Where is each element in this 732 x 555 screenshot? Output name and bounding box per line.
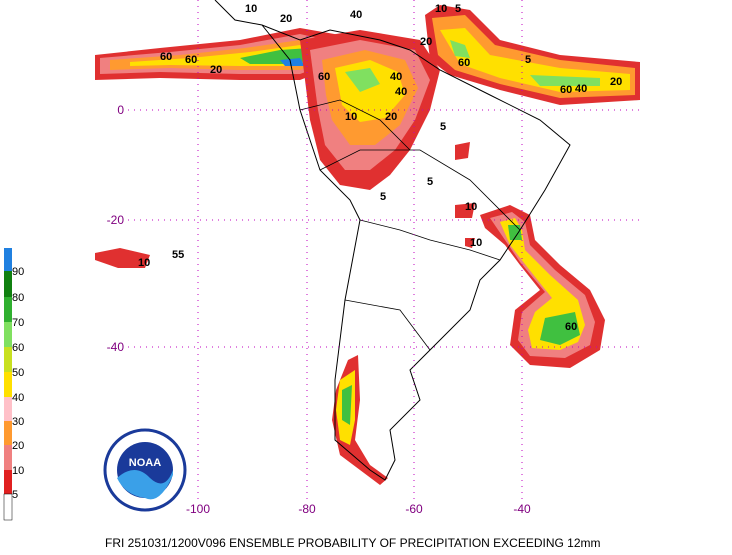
colorbar-label: 80 — [12, 292, 24, 304]
precip-5 — [95, 248, 150, 268]
colorbar-label: 20 — [12, 440, 24, 452]
lon-label: -40 — [513, 502, 531, 516]
lat-label: 0 — [117, 103, 124, 117]
colorbar-label: 70 — [12, 317, 24, 329]
contour-label: 20 — [280, 13, 292, 25]
lat-label: -20 — [107, 213, 125, 227]
contour-label: 60 — [160, 51, 172, 63]
contour-label: 40 — [395, 86, 407, 98]
contour-label: 10 — [470, 237, 482, 249]
colorbar-label: 40 — [12, 392, 24, 404]
contour-label: 10 — [435, 3, 447, 15]
colorbar-swatch — [4, 248, 12, 271]
colorbar-swatch — [4, 322, 12, 347]
colorbar-swatch — [4, 397, 12, 421]
colorbar-swatch — [4, 372, 12, 397]
contour-label: 40 — [390, 71, 402, 83]
precip-60 — [450, 40, 600, 86]
contour-label: 5 — [427, 176, 433, 188]
graticule: 0 -20 -40 -100 -80 -60 -40 — [107, 0, 640, 516]
contour-label: 5 — [525, 54, 531, 66]
colorbar-label: 30 — [12, 416, 24, 428]
logo-gull — [117, 470, 173, 500]
contour-label: 20 — [385, 111, 397, 123]
borders — [299, 99, 521, 351]
logo-text: NOAA — [129, 457, 161, 469]
contour-label: 5 — [380, 191, 386, 203]
footer-title: FRI 251031/1200V096 ENSEMBLE PROBABILITY… — [105, 536, 601, 550]
contour-label: 20 — [610, 76, 622, 88]
coastline — [214, 0, 571, 481]
precip-5 — [455, 142, 475, 248]
contour-label: 10 — [465, 201, 477, 213]
colorbar-label: 10 — [12, 465, 24, 477]
contour-label: 20 — [420, 36, 432, 48]
colorbar-swatch — [3, 493, 13, 521]
lon-label: -100 — [186, 502, 210, 516]
contour-label: 60 — [565, 321, 577, 333]
contour-label: 40 — [575, 83, 587, 95]
contour-label: 5 — [440, 121, 446, 133]
precip-layers — [95, 5, 640, 485]
lon-label: -80 — [298, 502, 316, 516]
contour-label: 10 — [138, 257, 150, 269]
contour-label: 10 — [345, 111, 357, 123]
lon-label: -60 — [405, 502, 423, 516]
contour-label: 5 — [455, 3, 461, 15]
colorbar-swatch — [4, 445, 12, 470]
contour-label: 40 — [350, 9, 362, 21]
contour-label: 60 — [185, 54, 197, 66]
noaa-logo: NOAA — [103, 428, 187, 512]
colorbar-swatch — [4, 470, 12, 494]
colorbar-swatch — [4, 347, 12, 372]
lat-label: -40 — [107, 340, 125, 354]
precip-60 — [508, 225, 580, 345]
colorbar-label: 5 — [12, 489, 18, 501]
precip-60 — [345, 68, 380, 92]
colorbar: 90 80 70 60 50 40 30 20 10 5 — [3, 248, 24, 521]
precip-60 — [342, 385, 352, 425]
colorbar-swatch — [4, 271, 12, 297]
precip-40 — [440, 28, 630, 92]
colorbar-swatch — [4, 297, 12, 322]
precip-90 — [280, 58, 305, 66]
contour-label: 55 — [172, 249, 184, 261]
colorbar-swatch — [4, 421, 12, 445]
contour-label: 60 — [318, 71, 330, 83]
contour-label: 10 — [245, 3, 257, 15]
contour-label: 60 — [560, 84, 572, 96]
contour-label: 20 — [210, 64, 222, 76]
contour-label: 60 — [458, 57, 470, 69]
colorbar-label: 50 — [12, 367, 24, 379]
colorbar-label: 90 — [12, 266, 24, 278]
colorbar-label: 60 — [12, 342, 24, 354]
